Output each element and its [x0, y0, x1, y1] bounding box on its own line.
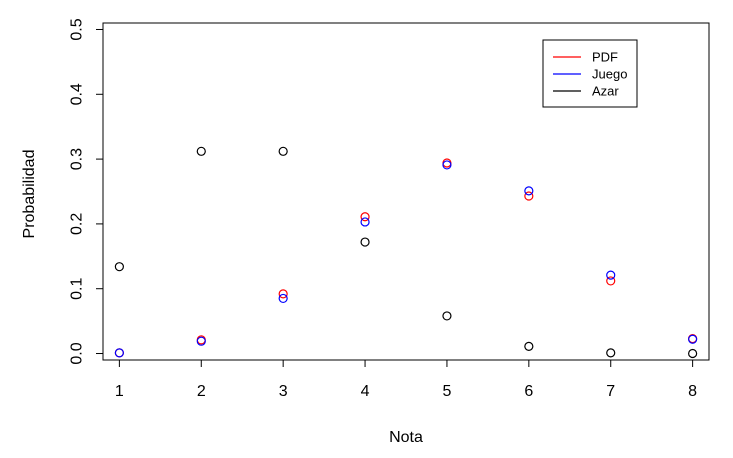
- x-tick-label: 1: [115, 383, 124, 400]
- legend-label-juego: Juego: [592, 67, 627, 82]
- x-axis: 1 2 3 4 5 6 7 8: [115, 359, 697, 400]
- data-point-juego: [196, 336, 206, 346]
- data-point-juego: [606, 270, 616, 280]
- x-tick-label: 7: [606, 383, 615, 400]
- legend-label-pdf: PDF: [592, 50, 618, 65]
- y-axis-title: Probabilidad: [21, 150, 38, 239]
- x-tick-label: 3: [279, 383, 288, 400]
- y-tick-label: 0.5: [69, 18, 86, 40]
- y-tick-label: 0.3: [69, 148, 86, 170]
- data-point-azar: [360, 237, 370, 247]
- data-point-juego: [114, 348, 124, 358]
- x-axis-title: Nota: [389, 429, 423, 446]
- data-point-pdf: [278, 289, 288, 299]
- data-point-azar: [442, 311, 452, 321]
- data-point-pdf: [524, 191, 534, 201]
- data-point-azar: [114, 262, 124, 272]
- y-tick-label: 0.0: [69, 342, 86, 364]
- data-point-azar: [524, 341, 534, 351]
- data-point-azar: [688, 348, 698, 359]
- data-point-azar: [606, 348, 616, 358]
- series-pdf: [114, 158, 698, 358]
- data-point-pdf: [606, 276, 616, 286]
- data-point-juego: [524, 186, 534, 196]
- x-tick-label: 4: [361, 383, 370, 400]
- y-axis: 0.0 0.1 0.2 0.3 0.4 0.5: [69, 18, 104, 365]
- x-tick-label: 2: [197, 383, 206, 400]
- data-point-juego: [442, 160, 452, 170]
- y-tick-label: 0.2: [69, 213, 86, 235]
- data-point-juego: [688, 334, 698, 344]
- data-points: [114, 146, 698, 359]
- x-tick-label: 5: [442, 383, 451, 400]
- data-point-pdf: [360, 212, 370, 222]
- y-tick-label: 0.4: [69, 83, 86, 105]
- series-azar: [114, 146, 698, 359]
- data-point-juego: [360, 217, 370, 227]
- series-juego: [114, 160, 698, 358]
- data-point-azar: [278, 146, 288, 156]
- x-tick-label: 8: [688, 383, 697, 400]
- data-point-azar: [196, 146, 206, 156]
- legend: PDF Juego Azar: [542, 39, 638, 108]
- x-tick-label: 6: [524, 383, 533, 400]
- data-point-juego: [278, 293, 288, 304]
- y-tick-label: 0.1: [69, 277, 86, 299]
- legend-label-azar: Azar: [592, 84, 619, 99]
